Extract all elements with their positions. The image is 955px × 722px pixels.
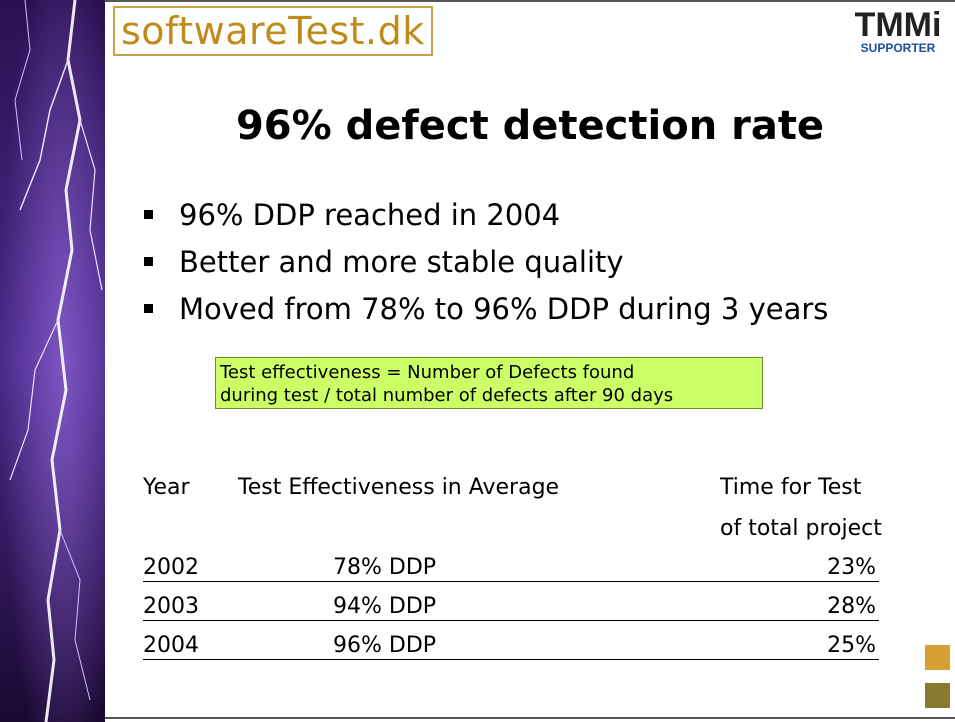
decor-square bbox=[925, 683, 950, 708]
table-cell: 2003 bbox=[143, 592, 199, 622]
logo: softwareTest.dk bbox=[113, 6, 433, 56]
bottom-rule bbox=[105, 717, 955, 719]
row-underline bbox=[143, 659, 879, 660]
table-header: Time for Test bbox=[720, 473, 861, 503]
badge-text: TMMi bbox=[848, 8, 948, 42]
lightning-image bbox=[0, 0, 105, 722]
row-underline bbox=[143, 581, 879, 582]
bullet: Better and more stable quality bbox=[142, 242, 828, 289]
bullet: Moved from 78% to 96% DDP during 3 years bbox=[142, 289, 828, 336]
badge-subtext: SUPPORTER bbox=[848, 42, 948, 54]
table-cell: 2004 bbox=[143, 631, 199, 661]
table-header: Test Effectiveness in Average bbox=[238, 473, 559, 503]
row-underline bbox=[143, 620, 879, 621]
table-cell: 25% bbox=[700, 631, 876, 661]
table-header: Year bbox=[143, 473, 190, 503]
note-line: Test effectiveness = Number of Defects f… bbox=[220, 361, 758, 384]
note-line: during test / total number of defects af… bbox=[220, 384, 758, 407]
slide: {"header": {"logo": "softwareTest.dk", "… bbox=[0, 0, 955, 722]
table-cell: 28% bbox=[700, 592, 876, 622]
top-rule bbox=[105, 0, 955, 2]
table-cell: 78% DDP bbox=[333, 553, 436, 583]
table-header: of total project bbox=[720, 514, 882, 544]
decor-square bbox=[925, 645, 950, 670]
table-cell: 94% DDP bbox=[333, 592, 436, 622]
note-box: Test effectiveness = Number of Defects f… bbox=[215, 357, 763, 409]
slide-title: 96% defect detection rate bbox=[105, 103, 955, 149]
table-cell: 2002 bbox=[143, 553, 199, 583]
bullet: 96% DDP reached in 2004 bbox=[142, 195, 828, 242]
table-cell: 96% DDP bbox=[333, 631, 436, 661]
bullet-list: 96% DDP reached in 2004 Better and more … bbox=[142, 195, 828, 336]
badge: TMMi SUPPORTER bbox=[848, 8, 948, 54]
table-cell: 23% bbox=[700, 553, 876, 583]
